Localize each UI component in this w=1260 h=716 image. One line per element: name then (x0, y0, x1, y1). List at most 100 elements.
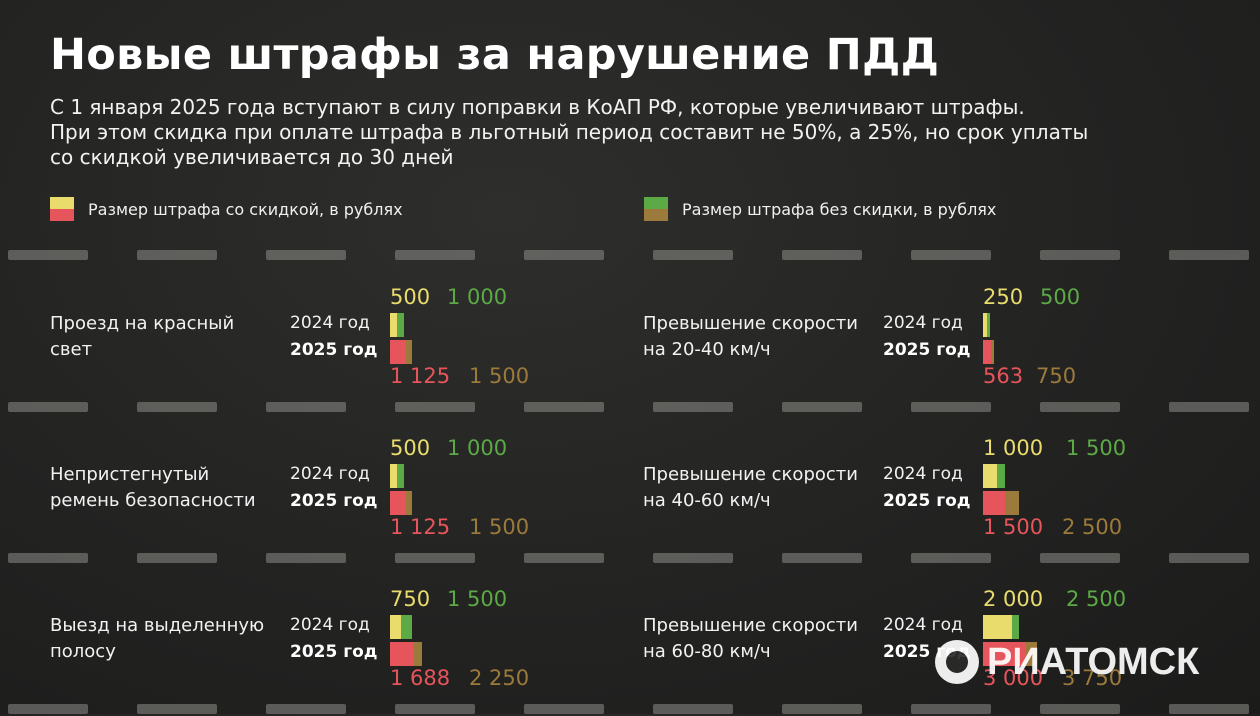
bar-2025-full (406, 491, 412, 515)
road-marking-dash (782, 553, 862, 563)
bar-2024-full (1011, 615, 1019, 639)
road-marking-dash (782, 402, 862, 412)
violation-group: Превышение скорости на 20-40 км/ч 2024 год… (643, 283, 1233, 413)
road-marking-dash (137, 402, 217, 412)
subtitle-line: со скидкой увеличивается до 30 дней (50, 145, 454, 169)
logo-icon (935, 640, 979, 684)
road-marking-dash (1169, 250, 1249, 260)
watermark-text: РИАТОМСК (987, 640, 1200, 683)
year-label-y2025: 2025 год (883, 491, 971, 511)
bar-2024-full (986, 313, 991, 337)
swatch-2024 (644, 197, 668, 209)
road-marking-dash (395, 250, 475, 260)
road-marking-dash (395, 402, 475, 412)
road-marking-dash (8, 402, 88, 412)
road-marking-dash (137, 553, 217, 563)
legend-swatch-discount (50, 197, 74, 221)
legend-swatch-full (644, 197, 668, 221)
violation-label: Выезд на выделенную полосу (50, 613, 280, 665)
bar-2024-full (400, 615, 412, 639)
swatch-2024 (50, 197, 74, 209)
bar-2025-discount (390, 491, 407, 515)
value-2025-discount: 1 125 (390, 364, 451, 388)
value-2025-full: 2 500 (1062, 515, 1123, 539)
value-2024-discount: 250 (983, 285, 1024, 309)
violation-label: Проезд на красный свет (50, 311, 280, 363)
bar-2025-full (406, 340, 412, 364)
road-marking-row (0, 250, 1260, 262)
violation-group: Проезд на красный свет 2024 год 2025 год 500… (50, 283, 640, 413)
bar-2025-full (1026, 642, 1037, 666)
road-marking-dash (653, 402, 733, 412)
bar-2025-discount (983, 491, 1005, 515)
violation-label-line: Превышение скорости (643, 313, 858, 334)
legend-item-discount: Размер штрафа со скидкой, в рублях (50, 197, 403, 221)
violation-label-line: Проезд на красный (50, 313, 235, 334)
bar-2024-discount (390, 313, 398, 337)
year-label-y2024: 2024 год (883, 313, 963, 333)
value-2024-full: 2 500 (1066, 587, 1127, 611)
value-2025-full: 1 500 (469, 364, 530, 388)
legend-item-full: Размер штрафа без скидки, в рублях (644, 197, 996, 221)
road-marking-dash (911, 553, 991, 563)
violation-group: Непристегнутый ремень безопасности 2024 го… (50, 434, 640, 564)
swatch-2025 (50, 209, 74, 221)
road-marking-dash (524, 704, 604, 714)
value-2025-full: 3 750 (1062, 666, 1123, 690)
road-marking-dash (1169, 402, 1249, 412)
bar-2025-full (991, 340, 994, 364)
violation-label-line: Превышение скорости (643, 615, 858, 636)
road-marking-dash (266, 553, 346, 563)
road-marking-dash (137, 704, 217, 714)
subtitle-line: При этом скидка при оплате штрафа в льго… (50, 120, 1089, 144)
value-2024-discount: 1 000 (983, 436, 1044, 460)
value-2025-discount: 563 (983, 364, 1024, 388)
bar-2024-full (397, 464, 405, 488)
road-marking-dash (266, 704, 346, 714)
road-marking-dash (653, 553, 733, 563)
road-marking-dash (911, 704, 991, 714)
road-marking-dash (653, 704, 733, 714)
chart-title: Новые штрафы за нарушение ПДД (50, 30, 940, 80)
violation-group: Превышение скорости на 40-60 км/ч 2024 год… (643, 434, 1233, 564)
violation-label-line: на 20-40 км/ч (643, 339, 771, 360)
road-marking-dash (1040, 250, 1120, 260)
road-marking-dash (266, 250, 346, 260)
bar-2024-full (997, 464, 1005, 488)
chart-subtitle: С 1 января 2025 года вступают в силу поп… (50, 95, 1230, 170)
value-2024-full: 1 500 (447, 587, 508, 611)
violation-label: Превышение скорости на 60-80 км/ч (643, 613, 873, 665)
road-marking-dash (524, 250, 604, 260)
value-2024-full: 1 000 (447, 285, 508, 309)
bar-2025-full (414, 642, 423, 666)
road-marking-dash (1169, 553, 1249, 563)
road-marking-dash (911, 402, 991, 412)
year-label-y2025: 2025 год (883, 340, 971, 360)
road-marking-dash (1040, 704, 1120, 714)
road-marking-dash (8, 704, 88, 714)
swatch-2025 (644, 209, 668, 221)
bar-2025-full (1004, 491, 1019, 515)
violation-group: Выезд на выделенную полосу 2024 год 2025 го… (50, 585, 640, 715)
road-marking-dash (782, 250, 862, 260)
violation-label-line: Выезд на выделенную (50, 615, 265, 636)
road-marking-dash (137, 250, 217, 260)
road-marking-row (0, 704, 1260, 716)
road-marking-dash (8, 250, 88, 260)
road-marking-dash (524, 553, 604, 563)
year-label-y2024: 2024 год (290, 615, 370, 635)
value-2024-full: 1 000 (447, 436, 508, 460)
bar-2024-discount (390, 464, 398, 488)
value-2024-discount: 500 (390, 285, 431, 309)
road-marking-dash (1169, 704, 1249, 714)
value-2024-full: 1 500 (1066, 436, 1127, 460)
subtitle-line: С 1 января 2025 года вступают в силу поп… (50, 95, 1025, 119)
year-label-y2025: 2025 год (290, 491, 378, 511)
violation-label-line: Непристегнутый (50, 464, 210, 485)
watermark-logo: РИАТОМСК (935, 640, 1199, 684)
violation-label-line: Превышение скорости (643, 464, 858, 485)
bar-2025-discount (390, 642, 415, 666)
year-label-y2024: 2024 год (290, 464, 370, 484)
value-2025-discount: 1 688 (390, 666, 451, 690)
bar-2024-discount (983, 313, 987, 337)
